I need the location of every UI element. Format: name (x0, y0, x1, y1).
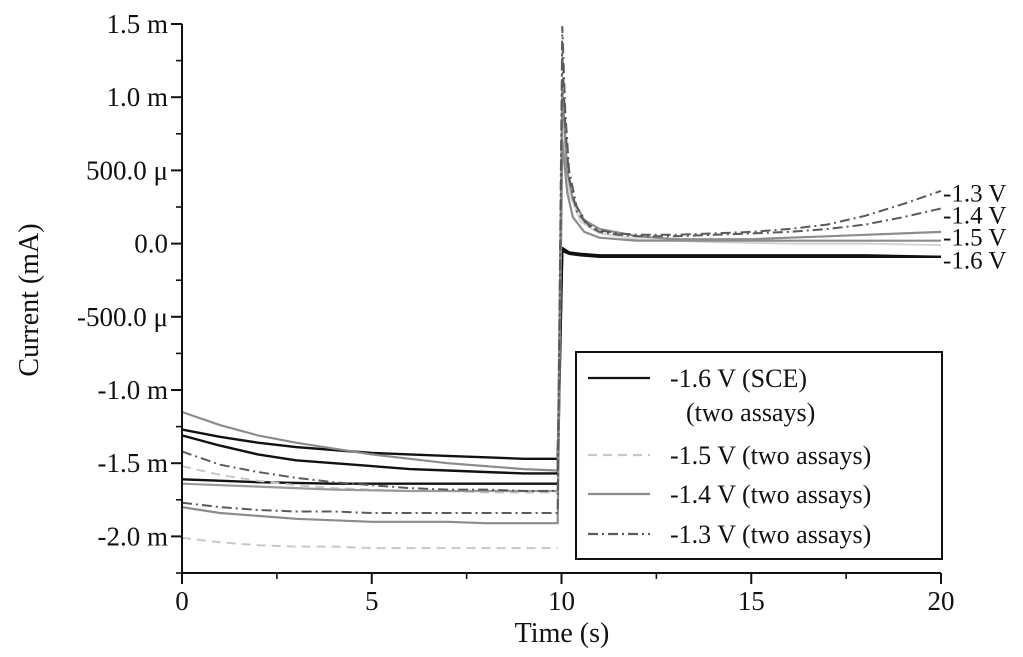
series-line-5 (182, 465, 558, 494)
x-tick-label: 5 (365, 586, 379, 616)
end-label: -1.4 V (943, 202, 1006, 229)
y-tick-label: 500.0 μ (86, 155, 168, 185)
end-label: -1.5 V (943, 224, 1006, 251)
legend-label: -1.5 V (two assays) (670, 441, 871, 470)
legend-label: (two assays) (686, 398, 815, 427)
series-line-3 (182, 478, 558, 485)
series-layer (182, 25, 942, 550)
series-line-7 (182, 88, 942, 472)
x-tick-label: 10 (548, 586, 575, 616)
series-line-9 (182, 482, 558, 493)
y-tick-label: -1.0 m (98, 375, 169, 405)
y-tick-label: 0.0 (134, 229, 168, 259)
series-line-10 (182, 25, 942, 492)
series-line-8 (182, 140, 941, 525)
x-tick-label: 0 (175, 586, 189, 616)
end-label: -1.6 V (943, 248, 1006, 275)
series-line-1 (182, 246, 942, 460)
series-line-4 (182, 536, 558, 550)
x-tick-label: 15 (738, 586, 765, 616)
legend-label: -1.6 V (SCE) (670, 364, 807, 393)
legend: -1.6 V (SCE) (two assays) -1.5 V (two assa… (575, 351, 943, 560)
legend-label: -1.4 V (two assays) (670, 480, 871, 509)
x-axis-title: Time (s) (515, 618, 610, 649)
legend-label: -1.3 V (two assays) (670, 520, 871, 549)
end-label: -1.3 V (943, 180, 1006, 207)
y-tick-label: -500.0 μ (77, 302, 168, 332)
y-tick-label: 1.0 m (106, 82, 168, 112)
x-tick-label: 20 (928, 586, 955, 616)
series-line-11 (182, 52, 942, 514)
series-line-6 (561, 119, 942, 247)
axes (171, 23, 942, 584)
tick-labels: 1.5 m 1.0 m 500.0 μ 0.0 -500.0 μ -1.0 m -1.5 m… (77, 9, 954, 616)
y-tick-label: -2.0 m (98, 521, 169, 551)
series-line-2 (182, 249, 941, 475)
y-tick-label: -1.5 m (98, 448, 169, 478)
end-labels: -1.3 V-1.4 V-1.5 V-1.6 V (943, 180, 1006, 274)
y-tick-label: 1.5 m (106, 9, 168, 39)
y-axis-title: Current (mA) (14, 223, 45, 376)
